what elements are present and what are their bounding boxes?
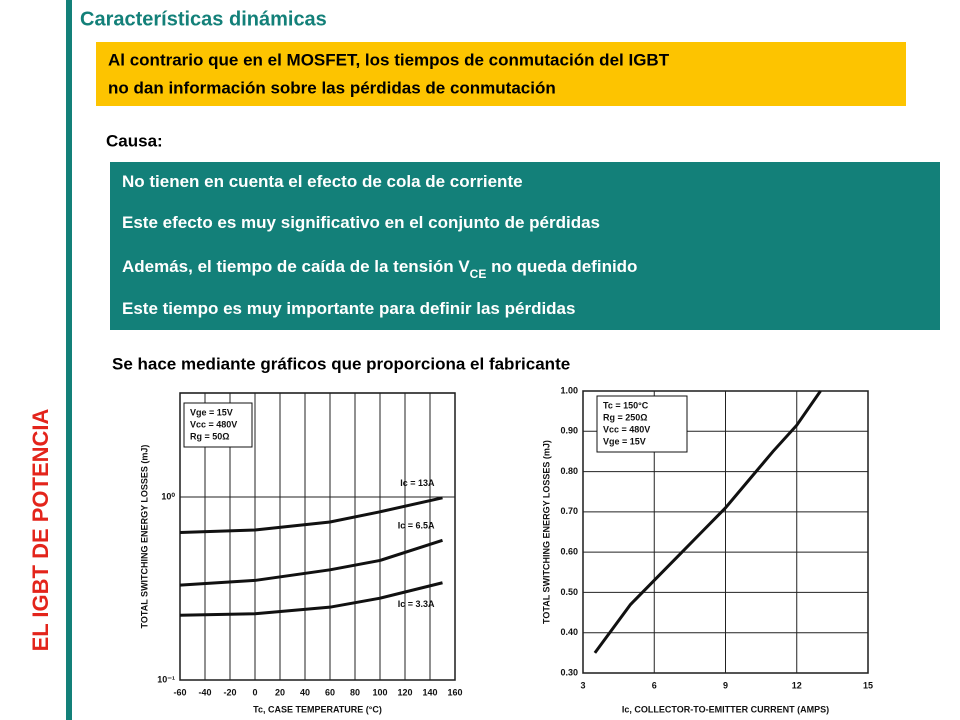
x-tick-label: 20 (275, 687, 285, 697)
cause-text: No tienen en cuenta el efecto de cola de… (122, 172, 523, 191)
cause: Además, el tiempo de caída de la tensión… (122, 257, 637, 281)
causes: No tienen en cuenta el efecto de cola de… (122, 172, 637, 318)
x-tick-label: -20 (223, 687, 236, 697)
y-tick-label: 0.60 (560, 547, 578, 557)
side-title: EL IGBT DE POTENCIA (28, 408, 53, 651)
x-axis-label: Ic, COLLECTOR-TO-EMITTER CURRENT (AMPS) (622, 704, 829, 714)
cause: No tienen en cuenta el efecto de cola de… (122, 172, 523, 191)
x-tick-label: 160 (447, 687, 462, 697)
cause-text: no queda definido (486, 257, 637, 276)
x-tick-label: 15 (863, 680, 873, 690)
causes-box (110, 162, 940, 330)
highlight-line: Al contrario que en el MOSFET, los tiemp… (108, 50, 670, 69)
y-axis-label: TOTAL SWITCHING ENERGY LOSSES (mJ) (139, 445, 149, 629)
x-tick-label: 60 (325, 687, 335, 697)
note: Vge = 15V (603, 436, 646, 446)
note: Tc = 150°C (603, 400, 649, 410)
subscript: CE (470, 267, 487, 281)
x-tick-label: 9 (723, 680, 728, 690)
cause-label: Causa: (106, 131, 163, 150)
y-tick-label: 10⁰ (161, 491, 175, 501)
y-tick-label: 1.00 (560, 385, 578, 395)
note: Rg = 250Ω (603, 412, 648, 422)
graphs-note: Se hace mediante gráficos que proporcion… (112, 354, 570, 373)
cause: Este efecto es muy significativo en el c… (122, 213, 600, 232)
note: Vcc = 480V (603, 424, 650, 434)
note: Vcc = 480V (190, 419, 237, 429)
title: Características dinámicas (80, 8, 327, 30)
series-label: Ic = 3.3A (398, 599, 435, 609)
line (179, 538, 443, 587)
line (179, 496, 443, 534)
x-tick-label: 100 (372, 687, 387, 697)
notes-box (596, 395, 688, 453)
y-tick-label: 0.40 (560, 627, 578, 637)
x-tick-label: 140 (422, 687, 437, 697)
cause-text: Este efecto es muy significativo en el c… (122, 213, 600, 232)
y-tick-label: 0.90 (560, 426, 578, 436)
chart: 3 6 9 12 15 0.30 0.40 0.50 0.60 0.70 0.80 0.90 1.00 I… (541, 385, 873, 714)
y-tick-label: 0.50 (560, 587, 578, 597)
x-tick-label: 80 (350, 687, 360, 697)
chart: -60 -40 -20 0 20 40 60 80 100 120 140 160 10⁻¹ 10⁰ Tc,… (139, 392, 463, 714)
y-tick-label: 10⁻¹ (157, 674, 175, 684)
y-tick-label: 0.80 (560, 466, 578, 476)
highlight-line: no dan información sobre las pérdidas de… (108, 78, 556, 97)
x-tick-label: 0 (252, 687, 257, 697)
x-tick-label: -40 (198, 687, 211, 697)
notes-box (183, 402, 253, 448)
cause-text: Además, el tiempo de caída de la tensión… (122, 257, 470, 276)
cause: Este tiempo es muy importante para defin… (122, 299, 575, 318)
note: Vge = 15V (190, 407, 233, 417)
y-tick-label: 0.30 (560, 667, 578, 677)
x-tick-label: 3 (580, 680, 585, 690)
note: Rg = 50Ω (190, 431, 229, 441)
series-label: Ic = 6.5A (398, 521, 435, 531)
series-label: Ic = 13A (400, 478, 435, 488)
line (593, 390, 822, 654)
line (179, 581, 443, 617)
cause-text: Este tiempo es muy importante para defin… (122, 299, 575, 318)
side-bar (66, 0, 72, 720)
x-tick-label: 120 (397, 687, 412, 697)
x-axis-label: Tc, CASE TEMPERATURE (°C) (253, 704, 382, 714)
y-axis-label: TOTAL SWITCHING ENERGY LOSSES (mJ) (541, 440, 551, 624)
x-tick-label: 40 (300, 687, 310, 697)
charts: -60 -40 -20 0 20 40 60 80 100 120 140 160 10⁻¹ 10⁰ Tc,… (139, 385, 873, 714)
y-tick-label: 0.70 (560, 506, 578, 516)
plot-area (179, 392, 456, 681)
x-tick-label: 12 (792, 680, 802, 690)
highlight-box (96, 42, 906, 106)
x-tick-label: 6 (652, 680, 657, 690)
x-tick-label: -60 (173, 687, 186, 697)
